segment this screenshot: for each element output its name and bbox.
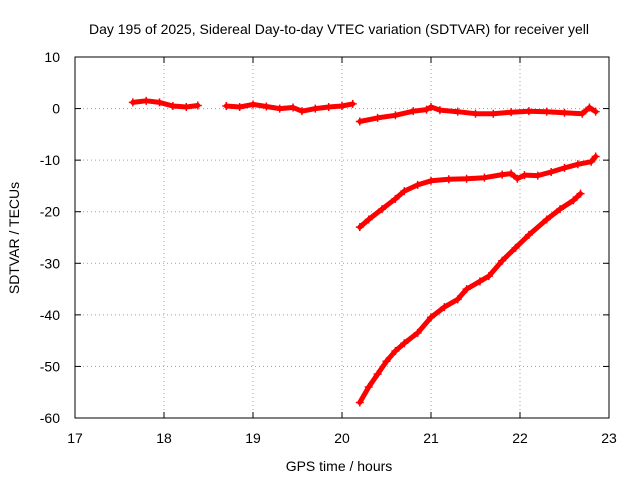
data-point-marker: [484, 272, 493, 281]
data-point-marker: [427, 103, 435, 112]
y-tick-label: -50: [40, 358, 60, 374]
data-point-marker: [391, 346, 400, 355]
data-point-marker: [355, 117, 364, 126]
data-point-marker: [507, 169, 516, 178]
data-point-marker: [560, 108, 569, 117]
data-point-marker: [364, 383, 373, 392]
data-point-marker: [498, 256, 507, 265]
data-point-marker: [168, 101, 177, 110]
y-tick-label: -60: [40, 410, 60, 426]
data-point-marker: [462, 285, 471, 294]
data-point-marker: [373, 370, 382, 379]
data-point-marker: [400, 339, 409, 348]
data-point-marker: [409, 107, 418, 116]
data-point-marker: [400, 187, 409, 196]
data-point-marker: [489, 109, 498, 118]
data-point-marker: [511, 243, 520, 252]
data-point-marker: [249, 100, 257, 109]
data-point-marker: [480, 173, 489, 182]
data-point-marker: [471, 109, 480, 118]
y-tick-label: 0: [52, 101, 60, 117]
data-point-marker: [520, 171, 529, 180]
x-tick-label: 20: [334, 430, 350, 446]
data-point-marker: [382, 357, 391, 366]
x-axis-label: GPS time / hours: [286, 458, 393, 474]
x-tick-label: 17: [67, 430, 83, 446]
data-point-marker: [556, 205, 565, 214]
data-point-marker: [391, 194, 400, 203]
data-point-marker: [569, 196, 578, 205]
data-point-marker: [348, 99, 357, 108]
y-tick-label: 10: [44, 49, 60, 65]
data-point-marker: [507, 108, 516, 117]
y-axis-label: SDTVAR / TECUs: [6, 182, 22, 294]
data-point-marker: [235, 103, 244, 112]
data-point-marker: [413, 180, 422, 189]
data-point-marker: [547, 168, 556, 177]
data-point-marker: [338, 101, 346, 110]
data-point-marker: [413, 328, 422, 337]
data-point-marker: [435, 106, 444, 115]
data-point-marker: [297, 107, 306, 116]
data-point-marker: [355, 398, 364, 407]
data-point-marker: [542, 215, 551, 224]
data-point-marker: [155, 98, 164, 107]
data-point-marker: [373, 113, 382, 122]
data-point-marker: [587, 157, 596, 166]
data-point-marker: [453, 107, 462, 116]
data-point-marker: [142, 96, 151, 105]
data-point-marker: [576, 189, 585, 198]
x-tick-label: 21: [423, 430, 439, 446]
data-point-marker: [324, 103, 333, 112]
data-point-marker: [440, 303, 449, 312]
data-point-marker: [128, 98, 137, 107]
data-point-marker: [391, 111, 400, 120]
data-point-marker: [475, 277, 484, 286]
data-point-marker: [591, 152, 600, 161]
y-tick-label: -30: [40, 255, 60, 271]
y-tick-label: -20: [40, 204, 60, 220]
data-point-marker: [462, 174, 471, 183]
x-tick-label: 23: [601, 430, 617, 446]
data-point-marker: [591, 107, 600, 116]
x-tick-label: 19: [245, 430, 261, 446]
data-point-marker: [524, 230, 533, 239]
data-point-marker: [355, 223, 364, 232]
data-point-marker: [560, 163, 569, 172]
series-segment-e: [357, 191, 583, 405]
data-point-marker: [222, 101, 231, 110]
x-tick-label: 22: [512, 430, 528, 446]
data-point-marker: [378, 205, 387, 214]
data-point-marker: [427, 313, 435, 322]
data-point-marker: [275, 104, 284, 113]
chart-title: Day 195 of 2025, Sidereal Day-to-day VTE…: [89, 21, 589, 37]
x-tick-label: 18: [156, 430, 172, 446]
data-point-marker: [289, 103, 298, 112]
data-point-marker: [578, 109, 587, 118]
data-point-marker: [427, 176, 435, 185]
data-point-marker: [542, 107, 551, 116]
data-point-marker: [573, 160, 582, 169]
data-point-marker: [444, 175, 453, 184]
data-point-marker: [311, 104, 320, 113]
y-tick-label: -40: [40, 307, 60, 323]
y-tick-label: -10: [40, 152, 60, 168]
data-point-marker: [182, 103, 191, 112]
series-segment-d: [357, 154, 599, 230]
data-point-marker: [364, 215, 373, 224]
data-point-marker: [524, 107, 533, 116]
series-segment-a: [130, 98, 201, 110]
data-point-marker: [193, 101, 202, 110]
data-point-marker: [533, 171, 542, 180]
data-point-marker: [585, 103, 594, 112]
data-point-marker: [453, 295, 462, 304]
data-point-marker: [422, 105, 431, 114]
data-point-marker: [513, 174, 522, 183]
data-point-marker: [262, 102, 271, 111]
data-point-marker: [498, 170, 507, 179]
